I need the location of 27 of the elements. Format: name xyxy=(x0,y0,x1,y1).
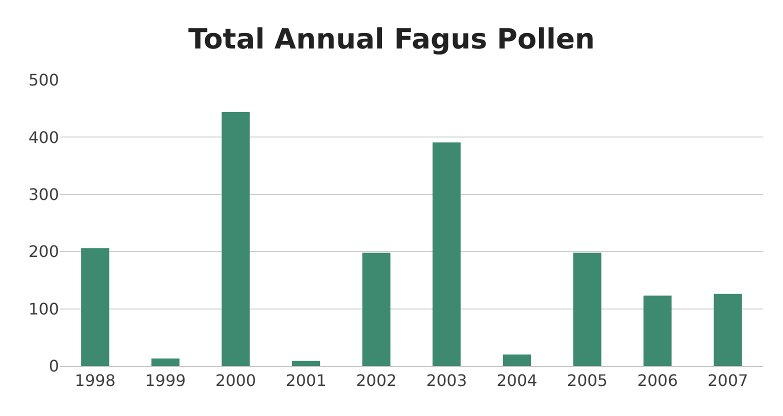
x-tick-label: 2002 xyxy=(356,371,397,390)
bar xyxy=(292,360,320,366)
x-tick-label: 2001 xyxy=(286,371,326,390)
bar xyxy=(151,358,180,366)
x-tick-label: 1998 xyxy=(74,371,116,390)
y-tick-label: 200 xyxy=(28,242,59,262)
y-tick-label: 500 xyxy=(28,70,59,90)
bar xyxy=(362,252,390,366)
x-tick-label: 2004 xyxy=(496,371,538,390)
x-tick-label: 2007 xyxy=(707,371,748,390)
bar xyxy=(81,248,110,366)
y-tick-label: 300 xyxy=(28,185,59,204)
bar xyxy=(714,294,742,366)
bar xyxy=(643,296,672,366)
x-tick-label: 2005 xyxy=(566,371,608,390)
bar xyxy=(432,142,461,366)
bar xyxy=(222,112,250,366)
x-tick-label: 1999 xyxy=(145,371,186,390)
x-tick-label: 2000 xyxy=(215,371,256,390)
y-tick-label: 0 xyxy=(48,356,59,376)
bar xyxy=(502,354,532,366)
y-tick-label: 400 xyxy=(28,128,59,147)
x-tick-label: 2006 xyxy=(637,371,678,390)
bar xyxy=(573,252,602,366)
x-tick-label: 2003 xyxy=(426,371,468,390)
y-tick-label: 100 xyxy=(28,299,59,318)
chart-title: Total Annual Fagus Pollen xyxy=(188,22,595,56)
